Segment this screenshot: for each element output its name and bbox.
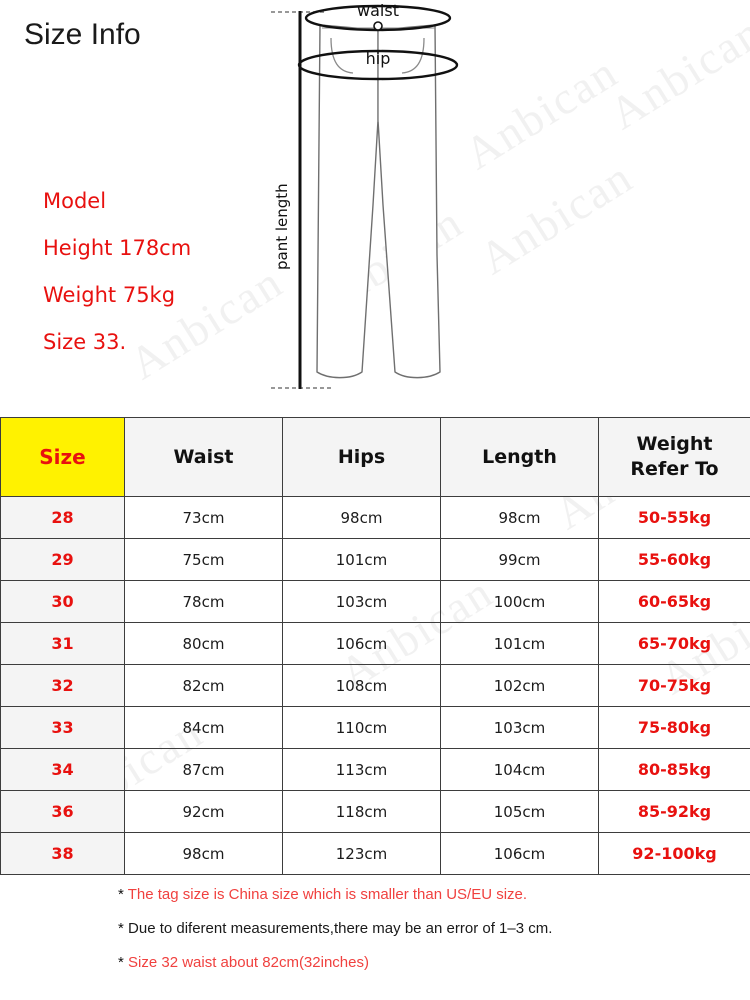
size-table: Size Waist Hips Length Weight Refer To 2… [0, 417, 750, 875]
cell-size: 29 [0, 538, 125, 581]
cell-size: 33 [0, 706, 125, 749]
model-height: Height 178cm [43, 236, 192, 260]
cell-hips: 101cm [282, 538, 441, 581]
hip-measure-ellipse [297, 49, 459, 81]
cell-waist: 92cm [124, 790, 283, 833]
column-header-waist: Waist [124, 417, 283, 497]
cell-weight: 55-60kg [598, 538, 750, 581]
cell-length: 99cm [440, 538, 599, 581]
cell-size: 30 [0, 580, 125, 623]
note-text: Size 32 waist about 82cm(32inches) [128, 954, 369, 971]
cell-length: 102cm [440, 664, 599, 707]
pants-diagram: pant length waist hip [271, 1, 459, 389]
model-size: Size 33. [43, 330, 127, 354]
cell-waist: 82cm [124, 664, 283, 707]
footer-note: * Size 32 waist about 82cm(32inches) [118, 946, 738, 980]
cell-length: 104cm [440, 748, 599, 791]
top-section: Size Info Model Height 178cm Weight 75kg… [0, 0, 750, 415]
cell-hips: 106cm [282, 622, 441, 665]
cell-length: 100cm [440, 580, 599, 623]
table-row: 32 82cm 108cm 102cm 70-75kg [0, 664, 750, 707]
cell-size: 28 [0, 496, 125, 539]
cell-weight: 65-70kg [598, 622, 750, 665]
column-header-hips: Hips [282, 417, 441, 497]
pant-length-label: pant length [273, 183, 291, 270]
table-row: 33 84cm 110cm 103cm 75-80kg [0, 706, 750, 749]
note-text: Due to diferent measurements,there may b… [128, 920, 553, 937]
footer-note: * The tag size is China size which is sm… [118, 878, 738, 912]
cell-length: 105cm [440, 790, 599, 833]
cell-waist: 78cm [124, 580, 283, 623]
table-row: 34 87cm 113cm 104cm 80-85kg [0, 748, 750, 791]
hip-label: hip [366, 49, 391, 68]
cell-hips: 103cm [282, 580, 441, 623]
cell-weight: 75-80kg [598, 706, 750, 749]
table-body: 28 73cm 98cm 98cm 50-55kg 29 75cm 101cm 99cm 55-6… [0, 496, 750, 875]
waist-label: waist [357, 1, 399, 20]
model-info-block: Model Height 178cm Weight 75kg Size 33. [43, 178, 191, 366]
column-header-weight-line2: Refer To [630, 458, 719, 480]
table-header-row: Size Waist Hips Length Weight Refer To [0, 417, 750, 497]
cell-hips: 113cm [282, 748, 441, 791]
column-header-weight: Weight Refer To [598, 417, 750, 497]
pants-left-leg [316, 24, 379, 379]
cell-length: 98cm [440, 496, 599, 539]
cell-weight: 50-55kg [598, 496, 750, 539]
cell-weight: 85-92kg [598, 790, 750, 833]
footer-notes: * The tag size is China size which is sm… [118, 878, 738, 980]
model-label: Model [43, 189, 107, 213]
cell-hips: 110cm [282, 706, 441, 749]
note-bullet: * [118, 954, 124, 971]
cell-hips: 98cm [282, 496, 441, 539]
cell-hips: 108cm [282, 664, 441, 707]
cell-weight: 80-85kg [598, 748, 750, 791]
cell-size: 34 [0, 748, 125, 791]
table-header: Size Waist Hips Length Weight Refer To [0, 417, 750, 497]
column-header-length: Length [440, 417, 599, 497]
note-bullet: * [118, 920, 124, 937]
cell-waist: 87cm [124, 748, 283, 791]
cell-waist: 73cm [124, 496, 283, 539]
table-row: 30 78cm 103cm 100cm 60-65kg [0, 580, 750, 623]
note-text: The tag size is China size which is smal… [127, 886, 528, 903]
cell-size: 32 [0, 664, 125, 707]
cell-waist: 80cm [124, 622, 283, 665]
cell-length: 101cm [440, 622, 599, 665]
pocket-left [330, 37, 354, 74]
cell-hips: 118cm [282, 790, 441, 833]
pants-right-leg [377, 24, 441, 379]
cell-weight: 92-100kg [598, 832, 750, 875]
page-title: Size Info [24, 18, 141, 51]
table-row: 31 80cm 106cm 101cm 65-70kg [0, 622, 750, 665]
column-header-size: Size [0, 417, 125, 497]
cell-waist: 84cm [124, 706, 283, 749]
cell-waist: 75cm [124, 538, 283, 581]
table-row: 36 92cm 118cm 105cm 85-92kg [0, 790, 750, 833]
cell-hips: 123cm [282, 832, 441, 875]
footer-note: * Due to diferent measurements,there may… [118, 912, 738, 946]
model-weight: Weight 75kg [43, 283, 176, 307]
cell-size: 36 [0, 790, 125, 833]
column-header-weight-line1: Weight [636, 433, 713, 455]
table-row: 38 98cm 123cm 106cm 92-100kg [0, 832, 750, 875]
cell-weight: 60-65kg [598, 580, 750, 623]
cell-weight: 70-75kg [598, 664, 750, 707]
cell-length: 106cm [440, 832, 599, 875]
waist-button-icon [373, 21, 383, 31]
cell-waist: 98cm [124, 832, 283, 875]
cell-size: 38 [0, 832, 125, 875]
cell-size: 31 [0, 622, 125, 665]
pocket-right [401, 37, 425, 74]
cell-length: 103cm [440, 706, 599, 749]
table-row: 28 73cm 98cm 98cm 50-55kg [0, 496, 750, 539]
table-row: 29 75cm 101cm 99cm 55-60kg [0, 538, 750, 581]
note-bullet: * [118, 886, 124, 903]
